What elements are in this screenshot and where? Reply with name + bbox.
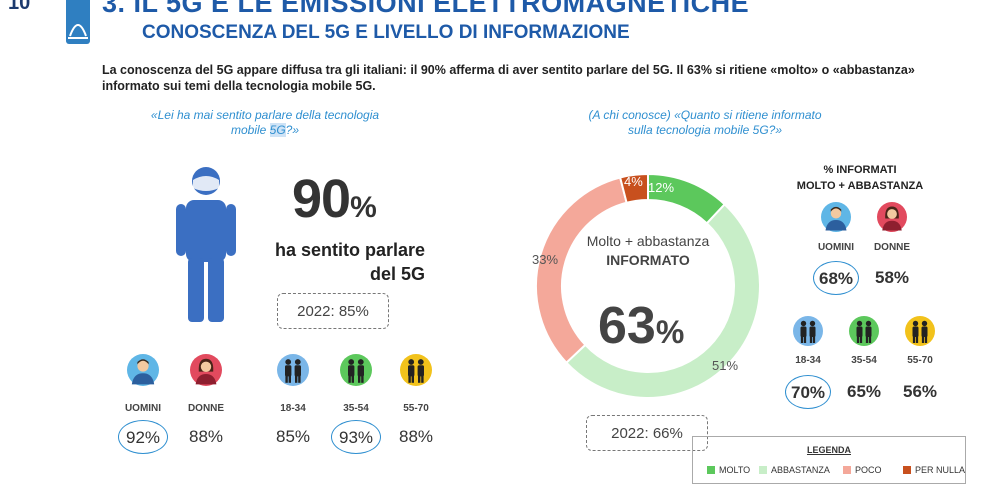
legend-item-poco: POCO <box>843 465 882 475</box>
heard-value: 90 <box>292 169 351 229</box>
question-heard-line1: «Lei ha mai sentito parlare della tecnol… <box>150 108 380 122</box>
question-informed-line1: (A chi conosce) «Quanto si ritiene infor… <box>588 108 822 122</box>
heard-value-55-70: 88% <box>398 427 434 446</box>
page-subtitle: CONOSCENZA DEL 5G E LIVELLO DI INFORMAZI… <box>142 22 630 43</box>
age-18-34-icon <box>277 354 309 391</box>
heard-value-donne: 88% <box>188 427 224 446</box>
legend-title: LEGENDA <box>806 445 851 455</box>
page-number: 10 <box>8 0 31 14</box>
donut-label-molto: 12% <box>648 180 675 195</box>
legend-swatch <box>707 466 715 474</box>
question-heard-line2: mobile 5G?» <box>120 123 410 138</box>
donut-slice-abbastanza <box>564 202 761 399</box>
ring-title-line1: Molto + abbastanza <box>586 233 710 249</box>
question-informed: (A chi conosce) «Quanto si ritiene infor… <box>560 108 850 138</box>
legend-swatch <box>903 466 911 474</box>
ring-symbol: % <box>655 314 685 350</box>
person-icon <box>176 166 236 327</box>
informed-label-18-34: 18-34 <box>795 355 821 366</box>
informed-value-35-54: 65% <box>846 382 882 401</box>
ring-title-line2: INFORMATO <box>606 252 690 268</box>
informed-value-uomini: 68% <box>813 261 859 295</box>
heard-label-donne: DONNE <box>187 403 225 414</box>
heard-value-18-34: 85% <box>275 427 311 446</box>
side-heading: % INFORMATI MOLTO + ABBASTANZA <box>780 162 940 194</box>
informed-donut-chart <box>535 172 761 399</box>
donut-label-poco: 33% <box>532 252 559 267</box>
brand-logo <box>66 0 90 44</box>
legend-label: POCO <box>855 465 882 475</box>
age-18-34-icon <box>793 316 823 351</box>
heard-prev-year: 2022: 85% <box>277 293 389 329</box>
legend-item-abbastanza: ABBASTANZA <box>759 465 830 475</box>
side-heading-line1: % INFORMATI <box>823 164 897 176</box>
male-icon <box>127 354 159 391</box>
female-icon <box>877 202 907 237</box>
heard-symbol: % <box>350 191 377 224</box>
informed-label-35-54: 35-54 <box>851 355 877 366</box>
male-icon <box>821 202 851 237</box>
heard-label-line1: ha sentito parlare <box>274 240 425 260</box>
legend-item-per-nulla: PER NULLA <box>903 465 965 475</box>
donut-slice-per-nulla <box>618 172 649 204</box>
heard-label-18-34: 18-34 <box>280 403 306 414</box>
informed-prev-year: 2022: 66% <box>586 415 708 451</box>
legend-label: MOLTO <box>719 465 751 475</box>
donut-label-abbastanza: 51% <box>712 358 739 373</box>
question-heard: «Lei ha mai sentito parlare della tecnol… <box>120 108 410 138</box>
question-heard-5g: 5G <box>269 123 286 137</box>
ring-value: 63 <box>598 297 656 355</box>
heard-label-35-54: 35-54 <box>343 403 369 414</box>
heard-value-uomini: 92% <box>118 420 168 454</box>
heard-value-35-54: 93% <box>331 420 381 454</box>
informed-label-55-70: 55-70 <box>907 355 933 366</box>
legend: LEGENDA MOLTO ABBASTANZA POCO PER NULLA <box>692 436 966 484</box>
question-heard-end: ?» <box>285 123 300 137</box>
heard-label: ha sentito parlare del 5G <box>255 238 425 286</box>
intro-text: La conoscenza del 5G appare diffusa tra … <box>102 63 915 93</box>
heard-label-line2: del 5G <box>369 264 425 284</box>
legend-swatch <box>843 466 851 474</box>
heard-percentage: 90% <box>292 168 377 230</box>
female-icon <box>190 354 222 391</box>
donut-label-per-nulla: 4% <box>624 174 643 189</box>
informed-label-uomini: UOMINI <box>817 242 855 253</box>
legend-label: PER NULLA <box>915 465 966 475</box>
ring-title: Molto + abbastanza INFORMATO <box>568 233 728 268</box>
age-35-54-icon <box>849 316 879 351</box>
legend-item-molto: MOLTO <box>707 465 750 475</box>
informed-label-donne: DONNE <box>873 242 911 253</box>
age-55-70-icon <box>905 316 935 351</box>
side-heading-line2: MOLTO + ABBASTANZA <box>796 180 924 192</box>
page-title: 3. IL 5G E LE EMISSIONI ELETTROMAGNETICH… <box>102 0 750 18</box>
ring-percentage: 63% <box>598 296 684 356</box>
question-informed-line2: sulla tecnologia mobile 5G?» <box>627 123 783 137</box>
heard-label-uomini: UOMINI <box>124 403 162 414</box>
informed-value-donne: 58% <box>874 268 910 287</box>
age-55-70-icon <box>400 354 432 391</box>
informed-value-18-34: 70% <box>785 375 831 409</box>
age-35-54-icon <box>340 354 372 391</box>
legend-label: ABBASTANZA <box>771 465 830 475</box>
heard-label-55-70: 55-70 <box>403 403 429 414</box>
legend-swatch <box>759 466 767 474</box>
informed-value-55-70: 56% <box>902 382 938 401</box>
question-heard-mobile: mobile <box>230 123 270 137</box>
